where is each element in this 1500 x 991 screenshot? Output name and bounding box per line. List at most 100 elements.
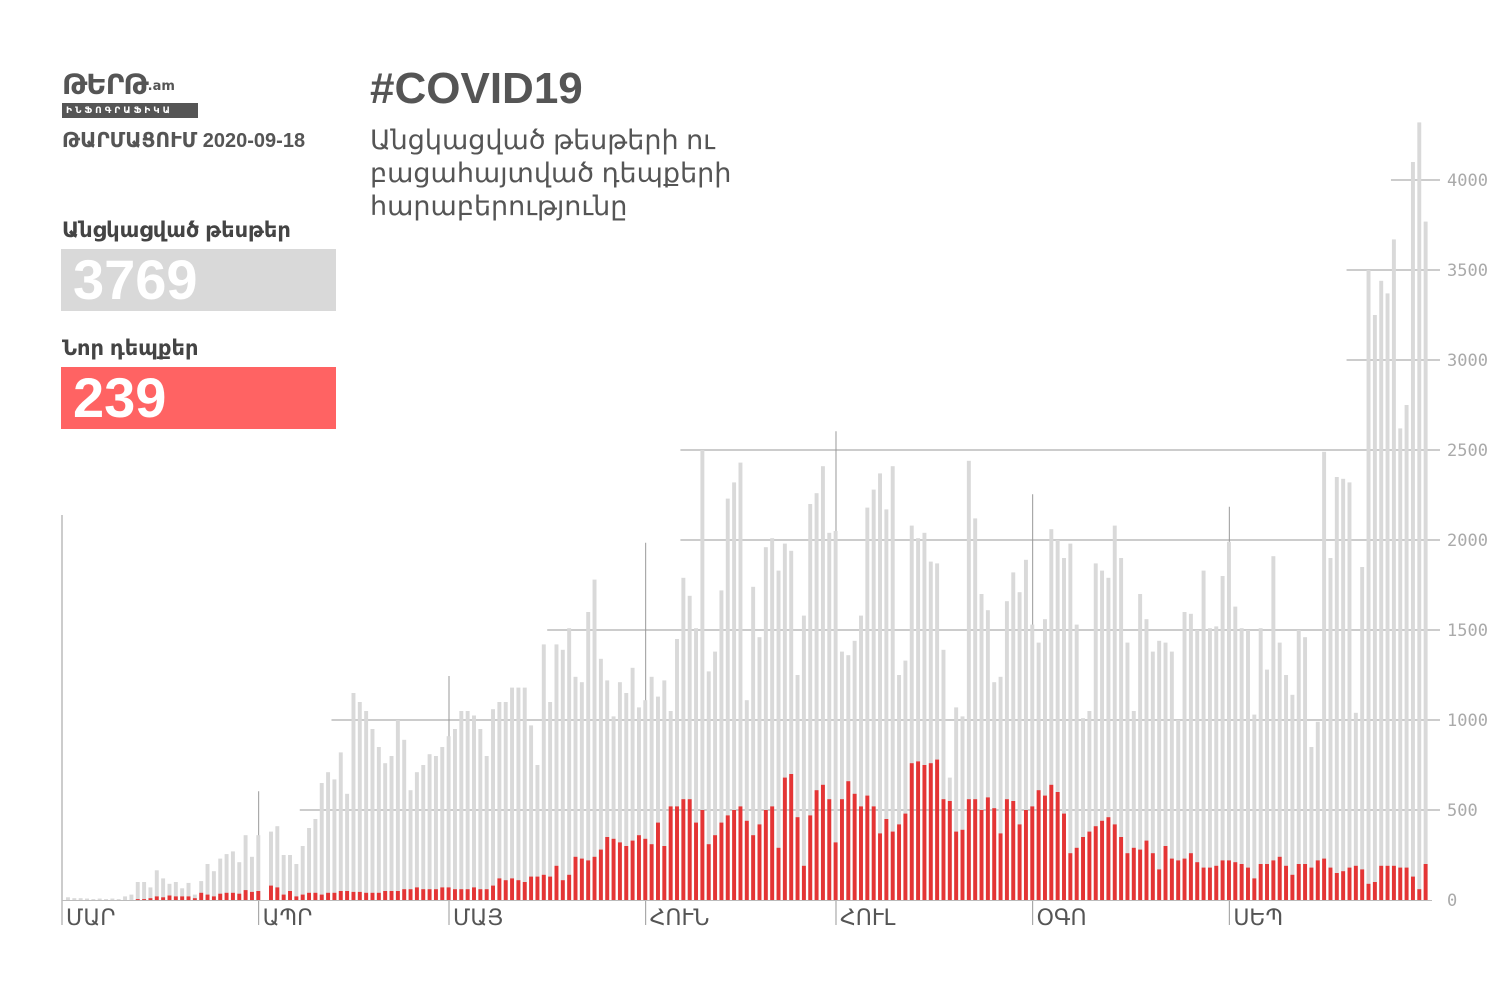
case-bar [871, 806, 876, 900]
test-bar [1144, 619, 1149, 900]
test-bar [738, 462, 743, 900]
test-bar [1195, 630, 1200, 900]
case-bar [922, 765, 927, 900]
test-bar [395, 720, 400, 900]
test-bar [960, 716, 965, 900]
case-bar [1176, 860, 1181, 900]
test-bar [192, 894, 197, 900]
case-bar [199, 892, 204, 900]
test-bar [611, 716, 616, 900]
test-bar [357, 702, 362, 900]
test-bar [617, 682, 622, 900]
test-bar [85, 898, 89, 900]
test-bar [110, 898, 115, 900]
case-bar [1125, 853, 1130, 900]
test-bar [1347, 482, 1352, 900]
test-bar [351, 693, 356, 900]
y-tick-label: 2000 [1447, 531, 1488, 551]
test-bar [1258, 628, 1263, 900]
test-bar [1068, 543, 1073, 900]
case-bar [218, 893, 223, 900]
test-bar [1246, 630, 1250, 900]
test-bar [1106, 577, 1111, 900]
test-bar [66, 897, 70, 900]
test-bar [985, 610, 990, 900]
test-bar [408, 790, 413, 900]
test-bar [884, 509, 889, 900]
test-bar [725, 498, 730, 900]
case-bar [510, 878, 515, 900]
tests-count-box: 3769 [61, 249, 336, 311]
case-bar [433, 889, 438, 900]
case-bar [376, 892, 381, 900]
test-bar [1138, 594, 1143, 900]
test-bar [878, 473, 882, 900]
test-bar [1334, 477, 1339, 900]
test-bar [909, 525, 914, 900]
test-bar [1201, 570, 1206, 900]
case-bar [865, 795, 870, 900]
case-bar [446, 887, 451, 900]
test-bar [1239, 628, 1244, 900]
case-bar [281, 894, 286, 900]
test-bar [167, 883, 172, 900]
case-bar [560, 880, 565, 900]
case-bar [668, 806, 673, 900]
test-bar [675, 639, 679, 900]
test-bar [966, 460, 971, 900]
case-bar [1309, 867, 1314, 900]
case-bar [230, 892, 235, 900]
case-bar [326, 892, 331, 900]
test-bar [1157, 640, 1162, 900]
test-bar [776, 570, 781, 900]
test-bar [1379, 280, 1384, 900]
test-bar [472, 715, 476, 900]
case-bar [700, 810, 705, 900]
test-bar [732, 482, 737, 900]
case-bar [427, 889, 432, 900]
case-bar [554, 865, 559, 900]
case-bar [472, 887, 476, 900]
case-bar [1182, 858, 1187, 900]
test-bar [281, 855, 286, 900]
test-bar [205, 864, 210, 900]
test-bar [789, 550, 794, 900]
case-bar [1017, 824, 1022, 900]
test-bar [135, 882, 140, 900]
test-bar [586, 612, 591, 900]
case-bar [1410, 876, 1415, 900]
test-bar [808, 504, 813, 900]
case-bar [173, 896, 178, 900]
test-bar [1391, 239, 1396, 900]
test-bar [1303, 637, 1308, 900]
case-bar [1207, 867, 1212, 900]
case-bar [1252, 878, 1257, 900]
test-bar [433, 756, 438, 900]
case-bar [643, 838, 648, 900]
case-bar [1093, 826, 1098, 900]
test-bar [446, 736, 451, 900]
month-label: ՄԱՐ [66, 906, 116, 931]
test-bar [1328, 558, 1333, 900]
case-bar [763, 810, 768, 900]
test-bar [307, 828, 312, 900]
case-bar [579, 858, 584, 900]
case-bar [567, 874, 572, 900]
test-bar [1119, 558, 1124, 900]
test-bar [402, 739, 407, 900]
cases-label: Նոր դեպքեր [62, 337, 199, 360]
test-bar [1023, 559, 1028, 900]
tests-label: Անցկացված թեսթեր [62, 219, 291, 242]
test-bar [243, 835, 248, 900]
case-bar [192, 898, 197, 900]
case-bar [617, 842, 622, 900]
test-bar [643, 700, 648, 900]
case-bar [985, 797, 990, 900]
case-bar [1144, 840, 1149, 900]
case-bar [351, 891, 356, 900]
y-tick-label: 3500 [1447, 261, 1488, 281]
test-bar [1277, 642, 1282, 900]
test-bar [592, 579, 597, 900]
test-bar [1125, 642, 1130, 900]
case-bar [1423, 864, 1428, 900]
